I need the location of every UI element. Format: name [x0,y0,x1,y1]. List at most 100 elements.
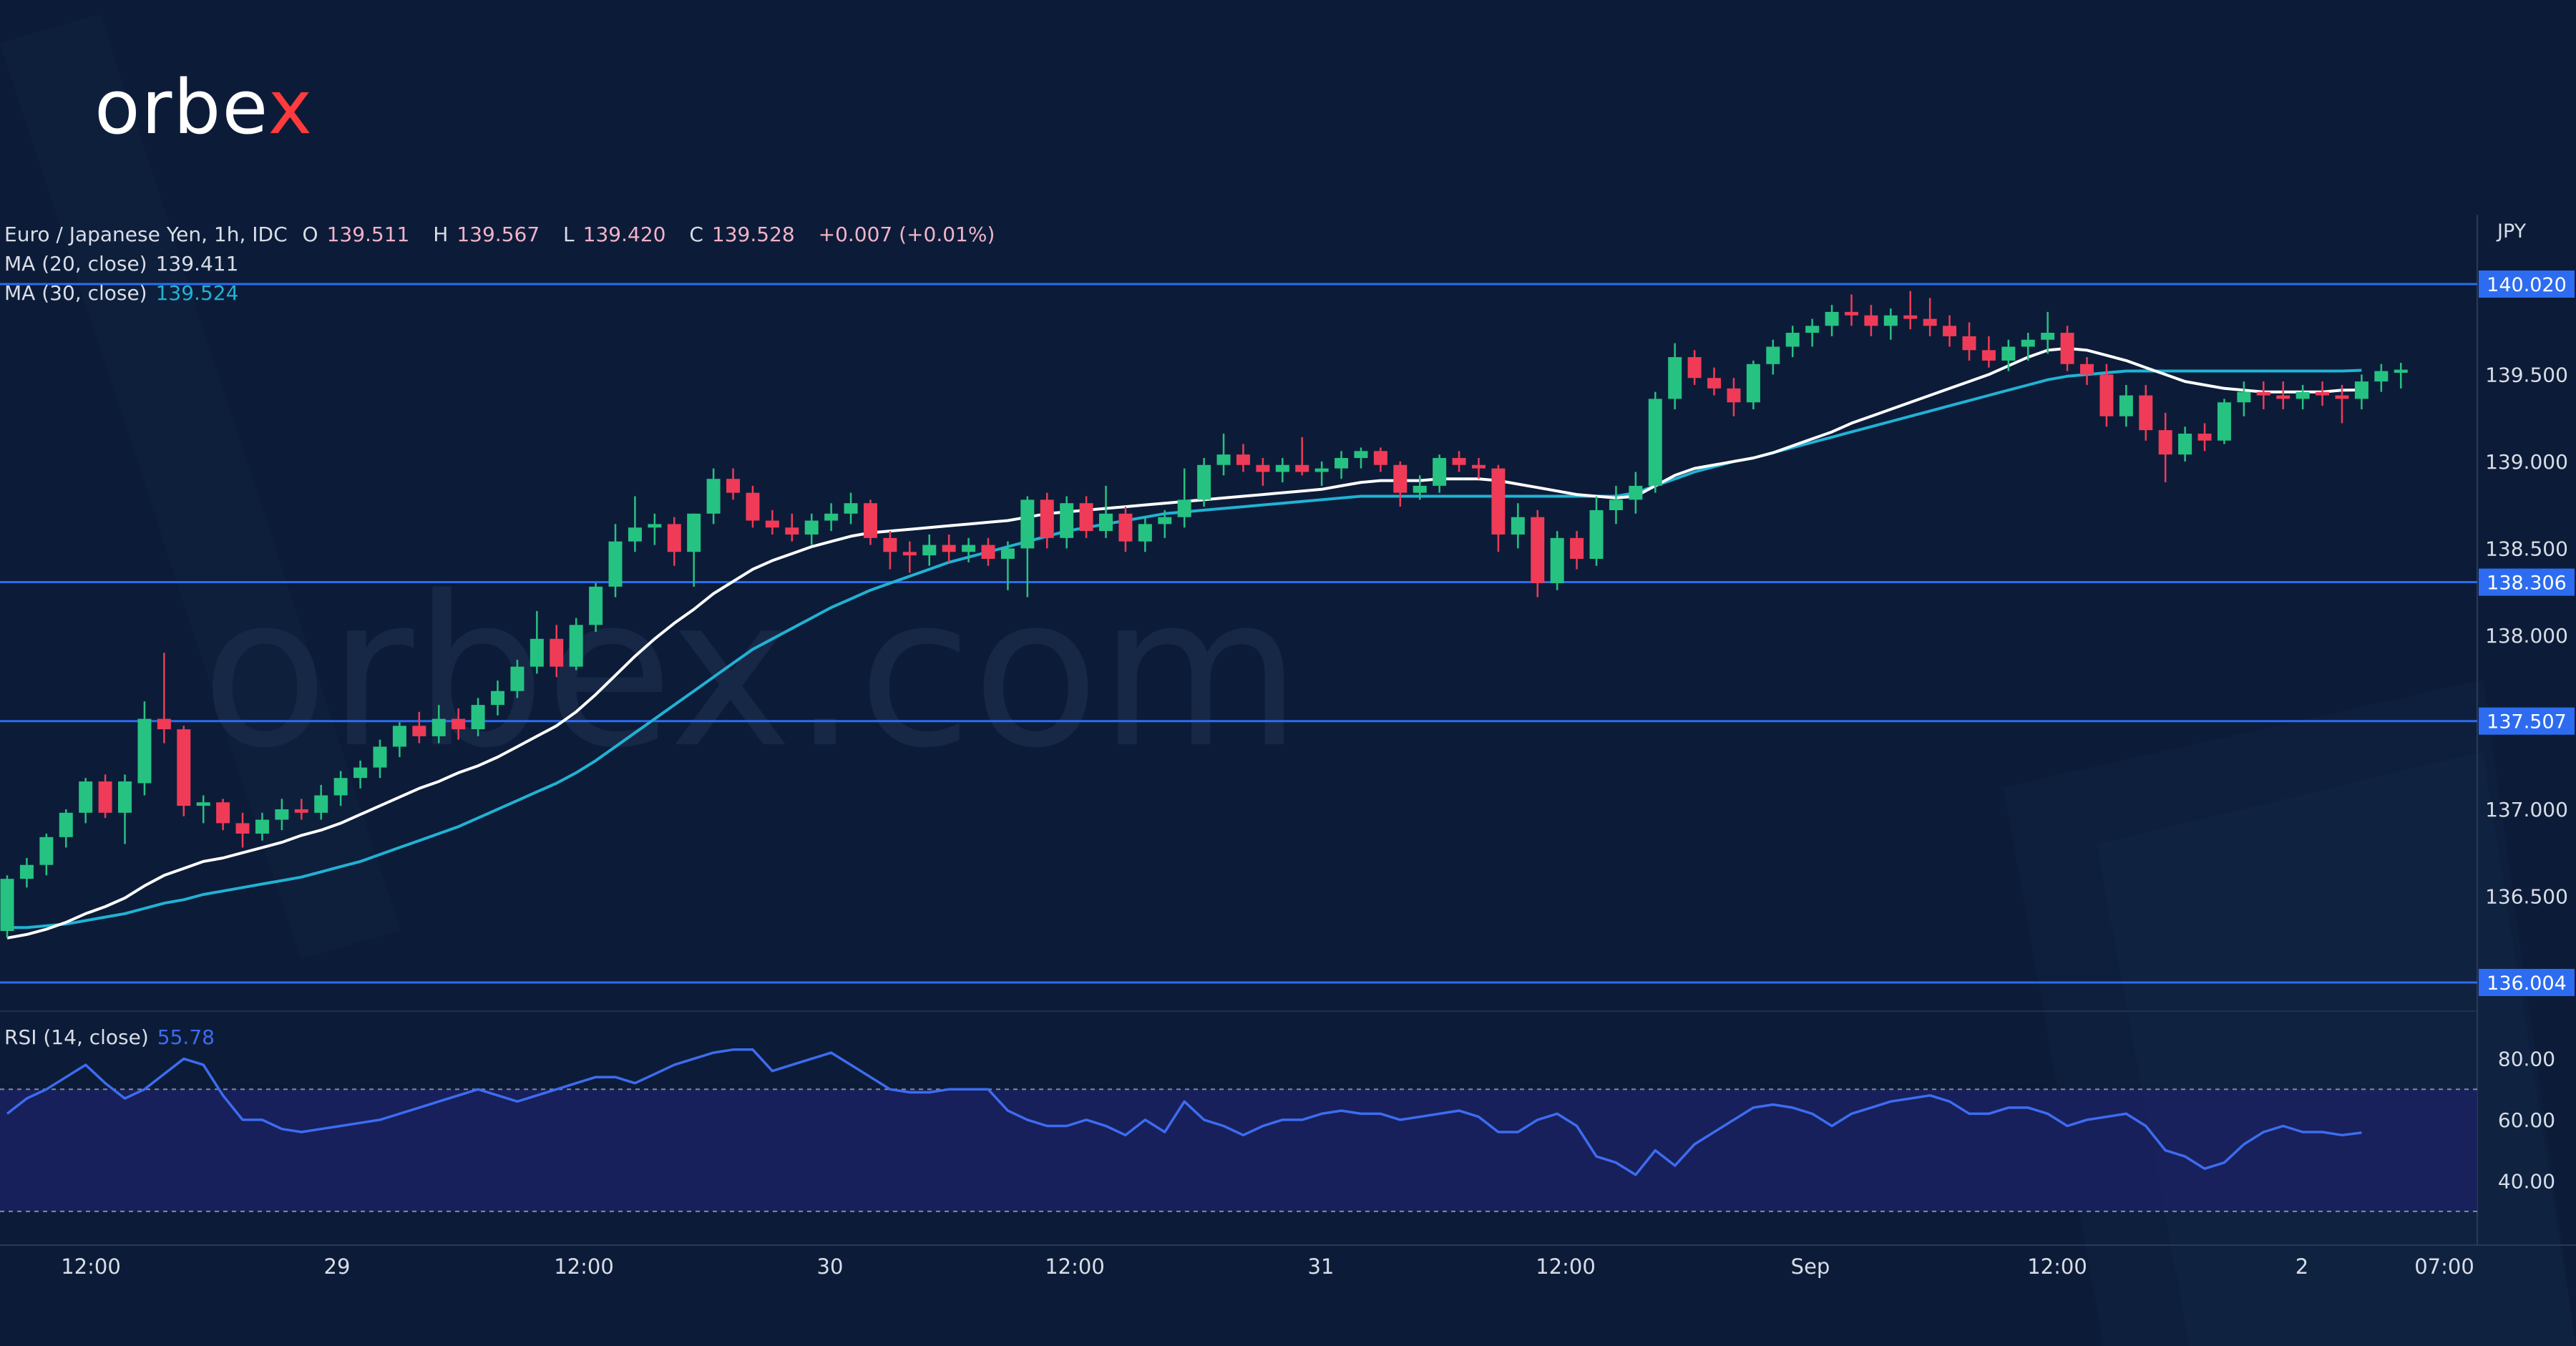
candle [2394,363,2408,389]
open-value: 139.511 [326,223,410,246]
candle [255,812,269,841]
candles-group [0,291,2408,938]
candle-body [1295,464,1309,472]
candle-body [1981,350,1996,361]
time-tick-label: 12:00 [554,1254,614,1279]
candle-body [1079,503,1093,532]
candle [98,774,112,819]
candle [1020,496,1035,598]
candle-body [452,718,466,730]
candle-body [569,625,583,667]
candle-body [177,729,191,806]
candle [569,618,583,670]
candle-body [1766,346,1780,364]
candle [922,534,937,566]
watermark-text: orbex.com [201,552,1301,794]
candle-body [1648,399,1662,486]
candle [2021,333,2035,361]
candle-body [2217,402,2231,441]
time-tick-label: 30 [817,1254,844,1279]
candle [628,496,642,552]
candle [79,778,93,824]
candle-body [942,545,956,552]
price-axis[interactable]: 139.500 139.000 138.500 138.000 137.000 136.5… [2485,363,2568,908]
candle [1570,531,1584,570]
candle-body [491,691,504,706]
candle [1040,492,1054,549]
price-tick-label: 137.000 [2485,798,2568,821]
candle-body [2316,391,2330,396]
candle [1609,485,1623,525]
candle [1393,461,1407,507]
rsi-line [6,1048,2362,1176]
candle-body [922,545,937,556]
candle [491,681,504,716]
candle [59,809,73,848]
candle [2256,381,2270,409]
candle [883,531,897,570]
candle-body [431,718,446,736]
candle [1531,509,1545,598]
candle [648,513,662,545]
candle-body [824,513,839,521]
candle [1629,472,1643,514]
candle-body [844,503,858,514]
candle [2060,326,2074,371]
candle [530,610,544,674]
candle-body [19,864,34,879]
level-badge [2479,270,2575,298]
candle-body [1785,333,1800,347]
candle [1158,509,1172,538]
candle-body [157,718,171,730]
candle-body [1099,513,1113,532]
candle [687,513,701,587]
time-tick-label: 12:00 [1536,1254,1596,1279]
candle-body [353,767,368,779]
candle-body [785,527,799,535]
candle [1687,350,1702,385]
price-tick-label: 139.500 [2485,363,2568,386]
candle [844,492,858,525]
candle [137,701,152,796]
rsi-label: RSI (14, close) [4,1025,149,1049]
candle-body [863,503,877,538]
candle-body [765,520,779,528]
candle [1413,475,1427,500]
candle [157,653,171,743]
candle-body [275,809,289,820]
candle [1805,318,1820,347]
time-axis[interactable]: 12:00 29 12:00 30 12:00 31 12:00 Sep 12:00 2 07:00 [61,1254,2474,1279]
candle [785,513,799,542]
candle-body [1687,357,1702,379]
candle-body [1158,517,1172,525]
candle-body [196,802,210,806]
candle [2335,384,2349,424]
candle-body [1550,537,1564,584]
candle [452,708,466,740]
candle-body [667,524,681,552]
candle [1923,298,1937,336]
candle-body [962,545,976,552]
candle [1550,531,1564,590]
logo-x-mark: x [268,64,314,151]
candle-body [235,823,250,834]
candle-body [2394,369,2408,373]
candle [2354,374,2368,409]
ma20-value: 139.411 [155,252,239,275]
candle [1707,367,1722,396]
candle-body [1531,517,1545,584]
rsi-axis[interactable]: 80.00 60.00 40.00 [2498,1048,2555,1194]
candle-body [1805,326,1820,333]
candle-body [608,541,623,587]
candle [746,485,760,528]
candle [1295,437,1309,476]
ma30-label: MA (30, close) [4,281,147,305]
candle [2217,399,2231,444]
candle-body [1393,464,1407,493]
level-badge [2479,707,2575,735]
ohlc-open: O 139.511 [303,223,419,246]
candle-body [1197,464,1211,500]
ma20-label: MA (20, close) [4,252,147,275]
candle [550,625,564,678]
open-label: O [302,223,318,246]
